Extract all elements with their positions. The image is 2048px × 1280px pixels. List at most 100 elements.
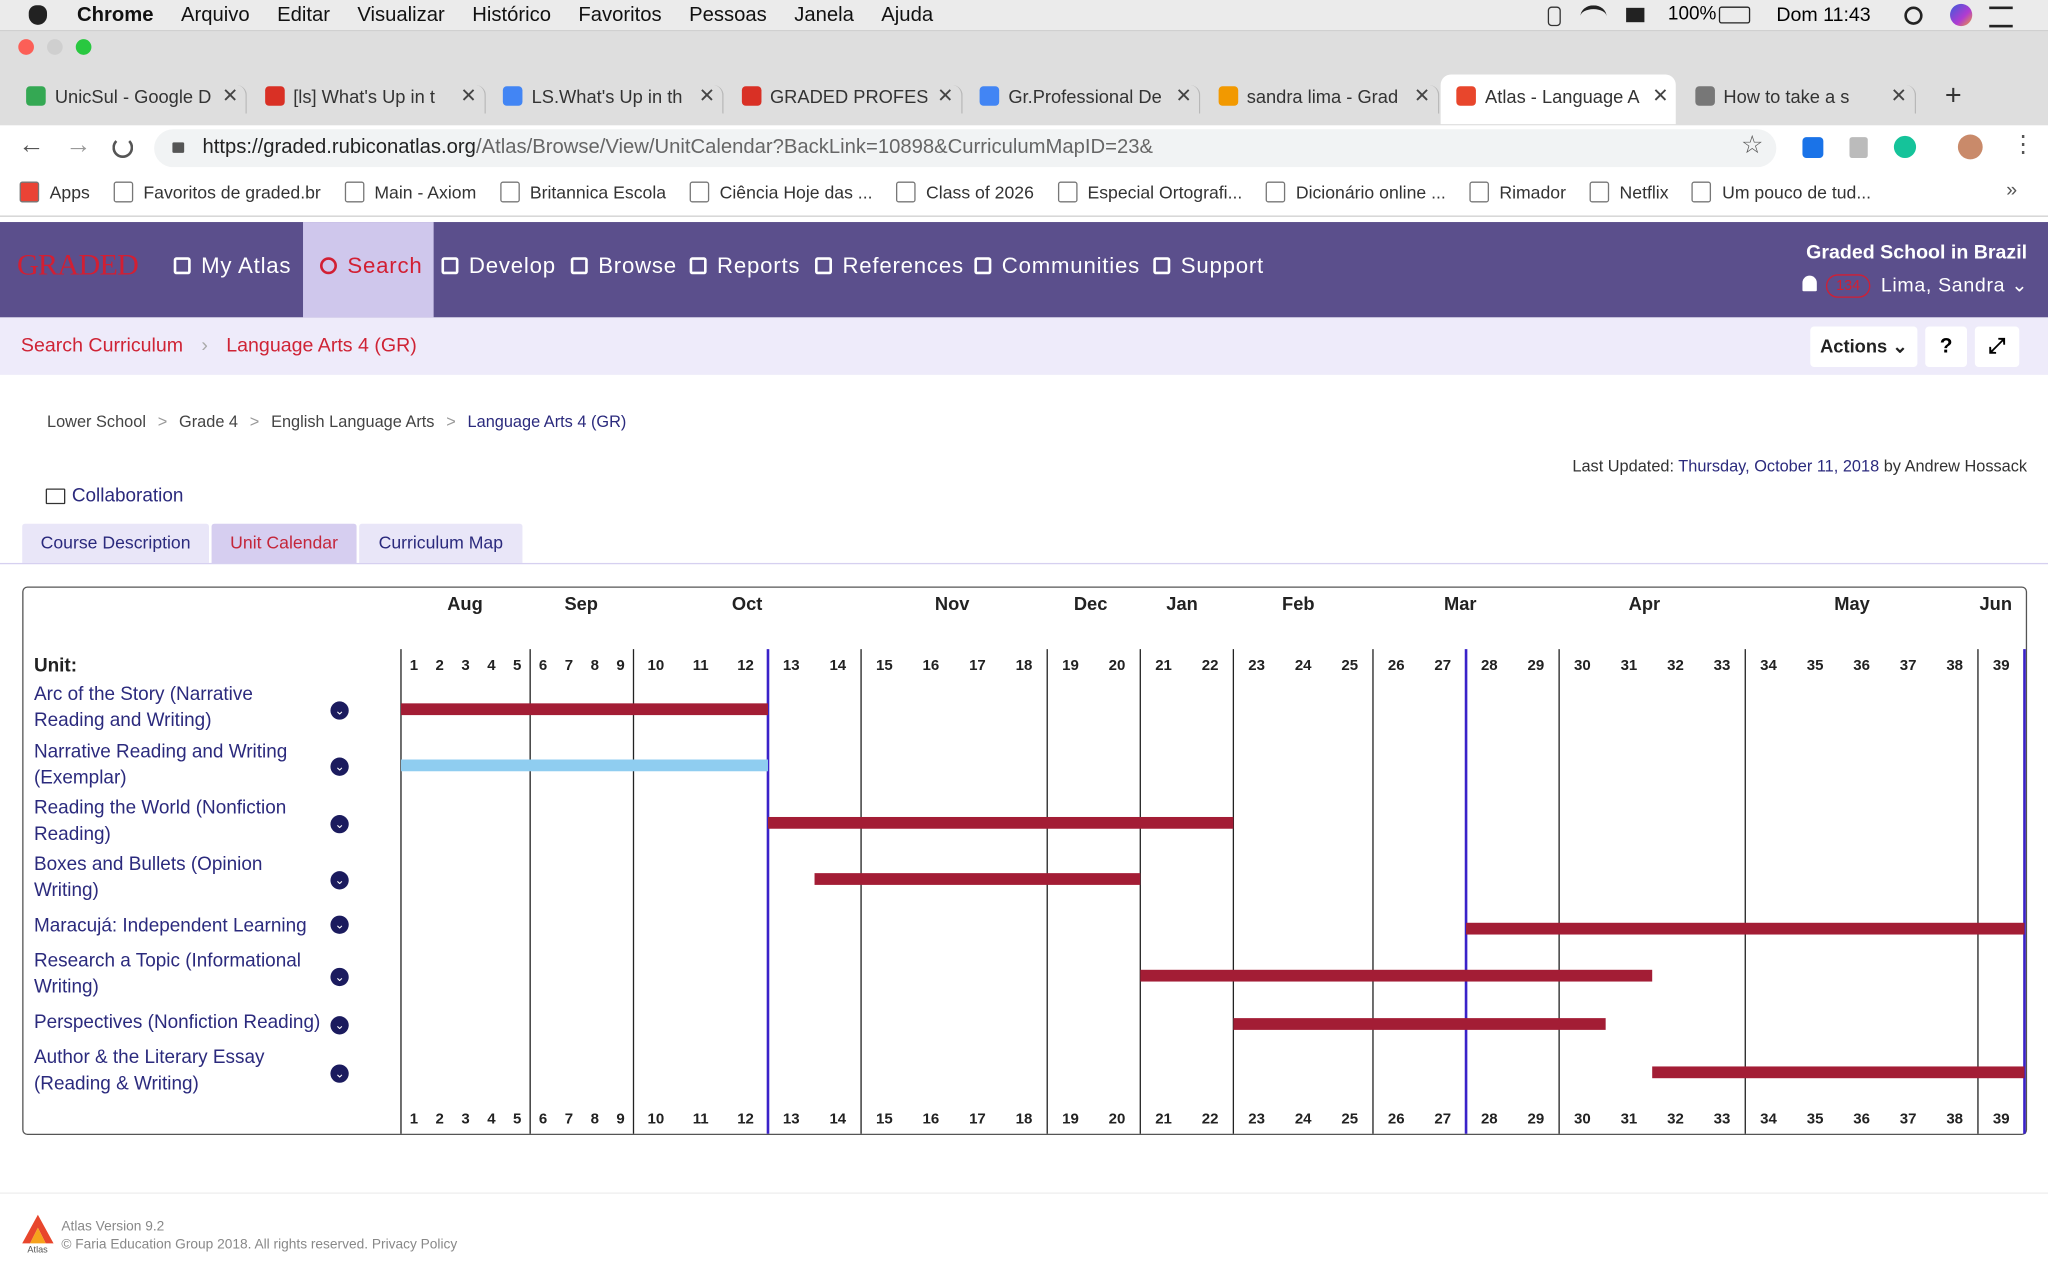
- browser-tab[interactable]: GRADED PROFESS ✕: [726, 84, 962, 114]
- nav-item[interactable]: Support: [1153, 253, 1264, 279]
- crumb[interactable]: Search Curriculum: [20, 334, 184, 357]
- graded-logo[interactable]: GRADED: [16, 248, 139, 281]
- browser-tab[interactable]: Gr.Professional De ✕: [964, 84, 1201, 114]
- crumb[interactable]: Grade 4: [179, 412, 239, 432]
- tab-close[interactable]: ✕: [222, 84, 239, 108]
- minimize-button[interactable]: [47, 39, 63, 55]
- bookmark[interactable]: Ciência Hoje das ...: [689, 181, 873, 203]
- bluetooth-icon[interactable]: [1547, 6, 1561, 27]
- tab-close[interactable]: ✕: [698, 84, 716, 108]
- unit-expand-icon[interactable]: ⌄: [330, 915, 349, 934]
- chrome-menu[interactable]: ⋮: [2011, 130, 2035, 157]
- tab-close[interactable]: ✕: [1890, 84, 1908, 108]
- siri-icon[interactable]: [1950, 3, 1973, 27]
- browser-tab[interactable]: How to take a s ✕: [1679, 84, 1916, 114]
- help-button[interactable]: ?: [1925, 326, 1968, 368]
- bookmark[interactable]: Dicionário online ...: [1265, 181, 1446, 203]
- menu-item[interactable]: Ajuda: [881, 3, 934, 27]
- unit-expand-icon[interactable]: ⌄: [330, 1064, 349, 1083]
- unit-name[interactable]: Maracujá: Independent Learning: [33, 915, 307, 937]
- bookmark[interactable]: Apps: [19, 181, 90, 203]
- unit-name[interactable]: Boxes and Bullets (Opinion Writing): [33, 854, 263, 901]
- actions-button[interactable]: Actions ⌄: [1810, 326, 1918, 368]
- tab-close[interactable]: ✕: [1175, 84, 1192, 108]
- tab-close[interactable]: ✕: [1413, 84, 1431, 108]
- new-tab-button[interactable]: +: [1944, 78, 1962, 112]
- extension-icon[interactable]: [1849, 137, 1868, 159]
- nav-item[interactable]: Develop: [441, 253, 555, 279]
- bookmark[interactable]: Rimador: [1469, 181, 1566, 203]
- bell-icon[interactable]: [1802, 275, 1817, 292]
- unit-name[interactable]: Arc of the Story (Narrative Reading and …: [33, 684, 253, 731]
- unit-expand-icon[interactable]: ⌄: [330, 815, 349, 834]
- browser-tab[interactable]: UnicSul - Google D ✕: [10, 84, 247, 114]
- menu-item[interactable]: Histórico: [472, 3, 551, 27]
- reload-button[interactable]: [112, 137, 134, 159]
- unit-expand-icon[interactable]: ⌄: [330, 871, 349, 890]
- menu-item[interactable]: Editar: [277, 3, 330, 27]
- bookmarks-overflow[interactable]: »: [2006, 178, 2018, 202]
- profile-avatar[interactable]: [1957, 134, 1983, 160]
- bookmark[interactable]: Favoritos de graded.br: [113, 181, 321, 203]
- browser-tab[interactable]: Atlas - Language A ✕: [1440, 74, 1676, 125]
- view-tab[interactable]: Curriculum Map: [359, 523, 523, 563]
- menu-item[interactable]: Arquivo: [180, 3, 250, 27]
- menu-item[interactable]: Visualizar: [357, 3, 445, 27]
- unit-name[interactable]: Narrative Reading and Writing (Exemplar): [33, 741, 288, 789]
- browser-tab[interactable]: sandra lima - Grad ✕: [1202, 84, 1439, 114]
- crumb[interactable]: Language Arts 4 (GR): [467, 412, 627, 432]
- bookmark[interactable]: Um pouco de tud...: [1692, 181, 1871, 203]
- back-button[interactable]: ←: [18, 130, 45, 160]
- browser-tab[interactable]: LS.What's Up in th ✕: [487, 84, 724, 114]
- bookmark[interactable]: Class of 2026: [896, 181, 1034, 203]
- bookmark[interactable]: Main - Axiom: [344, 181, 476, 203]
- bookmark[interactable]: Netflix: [1589, 181, 1669, 203]
- tab-close[interactable]: ✕: [1652, 84, 1669, 108]
- unit-name[interactable]: Perspectives (Nonfiction Reading): [33, 1012, 321, 1034]
- nav-item[interactable]: Reports: [689, 253, 801, 279]
- nav-item[interactable]: References: [815, 253, 964, 279]
- bookmark-star[interactable]: ☆: [1741, 131, 1764, 160]
- grammarly-icon[interactable]: [1893, 135, 1917, 159]
- fullscreen-button[interactable]: ⤢: [1974, 326, 2020, 368]
- unit-expand-icon[interactable]: ⌄: [330, 757, 349, 776]
- nav-item[interactable]: My Atlas: [173, 253, 292, 279]
- zoom-button[interactable]: [75, 39, 92, 55]
- close-button[interactable]: [18, 39, 34, 55]
- crumb[interactable]: Lower School: [47, 412, 146, 432]
- battery-icon[interactable]: [1718, 6, 1751, 24]
- unit-expand-icon[interactable]: ⌄: [330, 701, 349, 720]
- unit-expand-icon[interactable]: ⌄: [330, 967, 349, 987]
- browser-tab[interactable]: [ls] What's Up in t ✕: [249, 84, 486, 114]
- tab-close[interactable]: ✕: [460, 84, 477, 108]
- omnibox[interactable]: [154, 129, 1777, 168]
- spotlight-icon[interactable]: [1904, 6, 1923, 25]
- tab-close[interactable]: ✕: [937, 84, 954, 108]
- menu-item[interactable]: Janela: [794, 3, 854, 27]
- user-menu[interactable]: Lima, Sandra ⌄: [1880, 274, 2029, 297]
- menu-item[interactable]: Pessoas: [689, 3, 767, 27]
- nav-item[interactable]: Search: [319, 253, 422, 279]
- nav-item[interactable]: Communities: [974, 253, 1140, 279]
- extension-icon[interactable]: [1802, 137, 1824, 159]
- unit-name[interactable]: Author & the Literary Essay (Reading & W…: [33, 1047, 265, 1094]
- forward-button[interactable]: →: [65, 130, 92, 160]
- crumb[interactable]: Language Arts 4 (GR): [226, 334, 417, 357]
- nav-item[interactable]: Browse: [570, 253, 677, 279]
- collaboration-link[interactable]: Collaboration: [71, 485, 184, 507]
- unit-name[interactable]: Reading the World (Nonfiction Reading): [33, 798, 287, 845]
- privacy-link[interactable]: Privacy Policy: [371, 1236, 458, 1253]
- unit-expand-icon[interactable]: ⌄: [330, 1016, 349, 1035]
- wifi-icon[interactable]: [1580, 5, 1607, 27]
- notification-badge[interactable]: 134: [1825, 274, 1871, 298]
- menu-item[interactable]: Favoritos: [578, 3, 662, 27]
- bookmark[interactable]: Britannica Escola: [499, 181, 666, 203]
- view-tab[interactable]: Unit Calendar: [211, 523, 357, 563]
- apple-logo[interactable]: [28, 5, 48, 25]
- menu-item[interactable]: Chrome: [77, 3, 154, 27]
- crumb[interactable]: English Language Arts: [271, 412, 435, 432]
- unit-name[interactable]: Research a Topic (Informational Writing): [33, 950, 301, 998]
- volume-icon[interactable]: [1626, 7, 1645, 23]
- view-tab[interactable]: Course Description: [22, 523, 209, 563]
- bookmark[interactable]: Especial Ortografi...: [1057, 181, 1242, 203]
